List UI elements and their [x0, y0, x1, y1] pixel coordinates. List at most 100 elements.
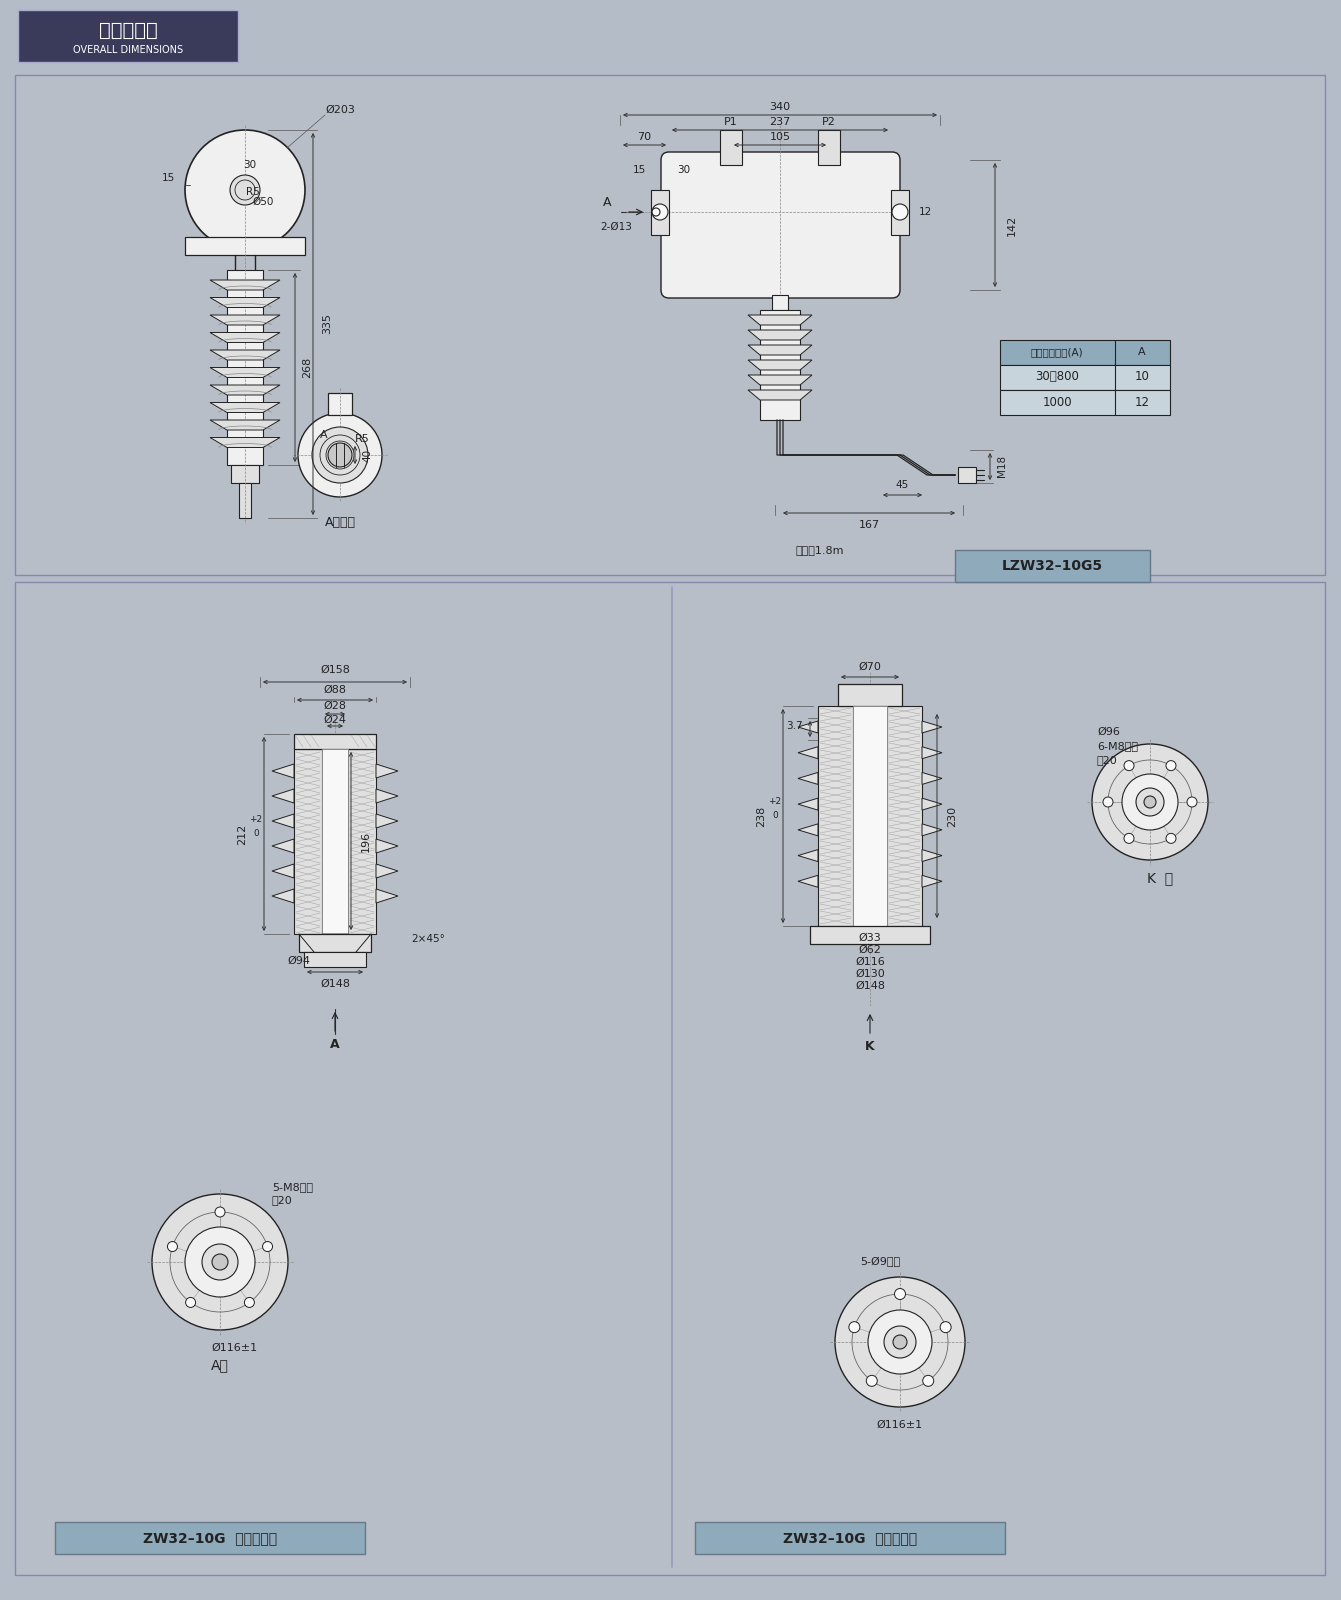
- Polygon shape: [211, 280, 280, 290]
- Bar: [294, 734, 375, 749]
- Polygon shape: [375, 765, 398, 778]
- Bar: [304, 952, 366, 966]
- Text: 引线长1.8m: 引线长1.8m: [795, 546, 845, 555]
- Circle shape: [215, 1206, 225, 1218]
- Text: 淲20: 淲20: [272, 1195, 292, 1205]
- Text: 238: 238: [756, 805, 766, 827]
- Text: A: A: [330, 1037, 339, 1051]
- Text: Ø94: Ø94: [287, 955, 311, 966]
- Text: Ø62: Ø62: [858, 946, 881, 955]
- Circle shape: [892, 203, 908, 219]
- Polygon shape: [211, 315, 280, 325]
- Text: A向: A向: [211, 1358, 229, 1371]
- Text: ZW32–10G  下绶缘套筒: ZW32–10G 下绶缘套筒: [783, 1531, 917, 1546]
- Text: Ø130: Ø130: [856, 970, 885, 979]
- Polygon shape: [375, 814, 398, 829]
- Polygon shape: [748, 360, 813, 370]
- Text: 6-M8均布: 6-M8均布: [1097, 741, 1139, 750]
- Text: 167: 167: [858, 520, 880, 530]
- Text: 12: 12: [919, 206, 932, 218]
- Text: 230: 230: [947, 805, 957, 827]
- Circle shape: [185, 130, 304, 250]
- Circle shape: [185, 1298, 196, 1307]
- Text: Ø88: Ø88: [323, 685, 346, 694]
- Text: LZW32–10G5: LZW32–10G5: [1002, 558, 1102, 573]
- Polygon shape: [211, 386, 280, 395]
- Bar: [329, 394, 351, 414]
- Bar: [185, 237, 304, 254]
- Bar: [810, 926, 931, 944]
- Text: 196: 196: [361, 830, 371, 851]
- Bar: [890, 190, 909, 235]
- Circle shape: [1124, 760, 1134, 771]
- Text: A向局部: A向局部: [325, 515, 355, 528]
- Text: Ø203: Ø203: [325, 106, 355, 115]
- Bar: [955, 550, 1151, 582]
- Circle shape: [893, 1334, 907, 1349]
- Bar: [760, 310, 801, 419]
- Polygon shape: [798, 824, 818, 835]
- Circle shape: [1092, 744, 1208, 861]
- Text: 5-Ø9均布: 5-Ø9均布: [860, 1258, 900, 1267]
- Polygon shape: [211, 298, 280, 307]
- Polygon shape: [798, 747, 818, 758]
- Text: 70: 70: [637, 133, 652, 142]
- Circle shape: [263, 1242, 272, 1251]
- Polygon shape: [375, 838, 398, 853]
- Circle shape: [923, 1376, 933, 1386]
- Polygon shape: [798, 875, 818, 888]
- Circle shape: [1136, 787, 1164, 816]
- Text: P1: P1: [724, 117, 738, 126]
- Circle shape: [1104, 797, 1113, 806]
- Text: 外形尺寸图: 外形尺寸图: [99, 21, 157, 40]
- Text: 3.7: 3.7: [786, 722, 803, 731]
- Circle shape: [152, 1194, 288, 1330]
- Text: P2: P2: [822, 117, 835, 126]
- Polygon shape: [798, 773, 818, 784]
- Polygon shape: [272, 765, 294, 778]
- Circle shape: [1144, 795, 1156, 808]
- Polygon shape: [923, 824, 941, 835]
- Text: Ø116±1: Ø116±1: [212, 1342, 257, 1354]
- Bar: [299, 934, 371, 952]
- Circle shape: [866, 1376, 877, 1386]
- Bar: [853, 706, 886, 926]
- Text: 40: 40: [362, 448, 371, 461]
- Polygon shape: [272, 789, 294, 803]
- Text: Ø33: Ø33: [858, 933, 881, 942]
- Polygon shape: [748, 330, 813, 341]
- Bar: [55, 1522, 365, 1554]
- Bar: [17, 10, 237, 62]
- Polygon shape: [748, 374, 813, 386]
- Text: Ø158: Ø158: [320, 666, 350, 675]
- Polygon shape: [211, 350, 280, 360]
- Polygon shape: [211, 403, 280, 413]
- Text: 268: 268: [302, 357, 312, 378]
- Circle shape: [884, 1326, 916, 1358]
- Text: A: A: [602, 195, 611, 208]
- Bar: [720, 130, 742, 165]
- Text: A: A: [320, 430, 327, 440]
- Circle shape: [298, 413, 382, 498]
- Text: K: K: [865, 1040, 874, 1053]
- Text: 212: 212: [237, 824, 247, 845]
- Polygon shape: [272, 814, 294, 829]
- Text: Ø96: Ø96: [1097, 726, 1120, 738]
- Text: Ø116: Ø116: [856, 957, 885, 966]
- Text: 340: 340: [770, 102, 791, 112]
- Polygon shape: [798, 798, 818, 810]
- Circle shape: [894, 1288, 905, 1299]
- Bar: [15, 75, 1325, 574]
- Text: 45: 45: [896, 480, 909, 490]
- Circle shape: [202, 1245, 237, 1280]
- Text: 0: 0: [772, 811, 778, 821]
- Text: 30～800: 30～800: [1035, 371, 1080, 384]
- Circle shape: [1167, 834, 1176, 843]
- Bar: [818, 706, 853, 926]
- Text: K  向: K 向: [1147, 870, 1173, 885]
- Text: Ø70: Ø70: [858, 662, 881, 672]
- Text: 5-M8均布: 5-M8均布: [272, 1182, 312, 1192]
- Bar: [239, 483, 251, 518]
- Text: 1000: 1000: [1042, 395, 1071, 408]
- Text: Ø24: Ø24: [323, 715, 346, 725]
